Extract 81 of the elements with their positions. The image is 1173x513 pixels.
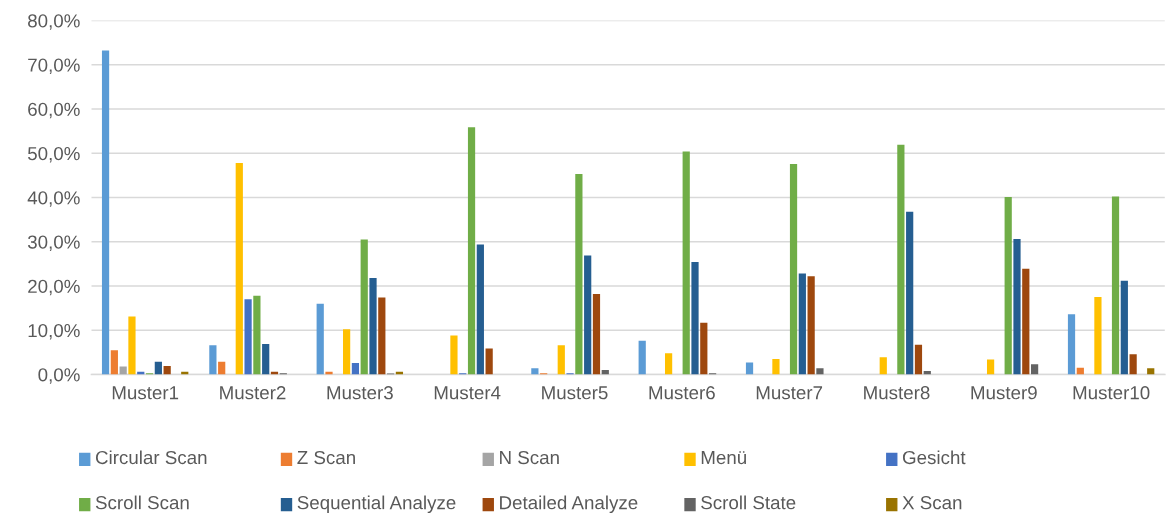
bar [1030, 364, 1039, 375]
x-tick-label: Muster10 [1073, 386, 1150, 400]
legend-label: N Scan [500, 450, 559, 465]
bar [343, 329, 351, 375]
bar [584, 255, 592, 375]
bar [772, 359, 780, 375]
bar [986, 359, 995, 375]
bar [476, 244, 484, 375]
bar [745, 362, 754, 375]
bar [807, 276, 815, 375]
bar [351, 362, 360, 375]
bar [1004, 197, 1012, 375]
bar [816, 368, 824, 375]
bar [700, 322, 708, 375]
bar [467, 127, 476, 375]
bar [682, 151, 690, 375]
bar [235, 162, 243, 375]
bar [575, 174, 583, 375]
x-tick-label: Muster6 [649, 386, 715, 400]
bar [262, 343, 270, 375]
bar [209, 345, 217, 375]
bar [154, 361, 162, 375]
x-tick-label: Muster7 [756, 386, 823, 400]
legend-label: Z Scan [297, 450, 355, 465]
bar [1067, 314, 1076, 375]
y-tick-label: 70,0% [28, 58, 80, 74]
bar [360, 239, 368, 375]
y-tick-label: 60,0% [28, 102, 80, 119]
legend-label: Sequential Analyze [297, 495, 456, 513]
legend-label: X Scan [902, 496, 962, 510]
bar [789, 163, 798, 375]
bar [378, 297, 386, 375]
y-tick-label: 0,0% [38, 368, 80, 384]
bar [592, 293, 601, 375]
y-tick-label: 80,0% [28, 14, 80, 30]
y-tick-label: 50,0% [27, 146, 80, 163]
bar [1094, 297, 1102, 375]
bar [1013, 239, 1021, 375]
bar [316, 303, 324, 375]
bar [557, 345, 565, 375]
bar [665, 353, 673, 375]
bar [798, 273, 806, 375]
y-tick-label: 10,0% [28, 323, 80, 340]
legend-label: Menü [701, 451, 746, 465]
bar [897, 144, 905, 375]
bar [879, 357, 887, 375]
x-tick-label: Muster8 [864, 386, 930, 400]
x-tick-label: Muster5 [542, 386, 608, 400]
x-tick-label: Muster3 [327, 386, 393, 400]
x-tick-label: Muster2 [220, 386, 286, 400]
y-tick-label: 30,0% [27, 235, 80, 251]
legend-label: Scroll Scan [95, 495, 189, 510]
bar [218, 361, 226, 375]
bar [1120, 280, 1128, 375]
bar [485, 348, 493, 375]
bar [1147, 368, 1155, 375]
bar [244, 299, 252, 375]
bar [906, 211, 914, 375]
bar [110, 350, 118, 375]
bar [101, 50, 110, 375]
bar [369, 278, 377, 375]
bar [531, 368, 539, 375]
bar [1129, 354, 1137, 375]
bar [1111, 196, 1120, 375]
bar [638, 340, 646, 375]
bar [450, 335, 458, 375]
y-tick-label: 20,0% [28, 279, 80, 296]
bar [914, 344, 923, 375]
legend-label: Scroll State [701, 495, 796, 510]
bar [691, 262, 699, 375]
x-tick-label: Muster1 [112, 386, 179, 400]
bar [163, 366, 171, 375]
y-tick-label: 40,0% [27, 191, 80, 207]
bar [128, 316, 136, 375]
legend-label: Gesicht [902, 450, 966, 465]
legend-label: Detailed Analyze [500, 495, 638, 513]
legend-label: Circular Scan [95, 450, 207, 465]
bar [253, 295, 261, 375]
bar [1022, 268, 1030, 375]
x-tick-label: Muster9 [971, 386, 1037, 400]
x-tick-label: Muster4 [434, 386, 501, 400]
